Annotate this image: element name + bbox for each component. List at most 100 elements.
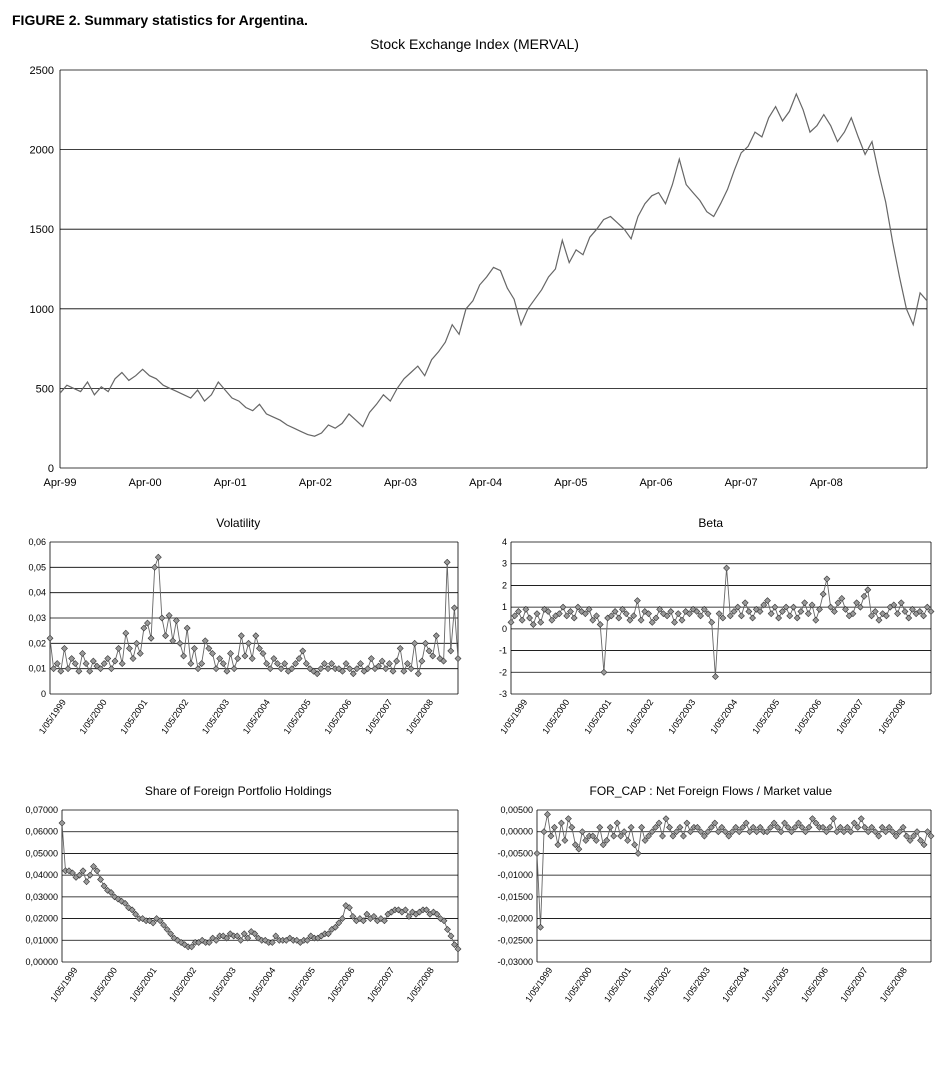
svg-text:Apr-05: Apr-05 (554, 477, 587, 489)
svg-text:2500: 2500 (30, 65, 54, 77)
svg-text:0,02000: 0,02000 (26, 914, 59, 924)
svg-text:-0,00500: -0,00500 (497, 848, 533, 858)
svg-text:0: 0 (41, 689, 46, 699)
svg-text:-0,02000: -0,02000 (497, 914, 533, 924)
svg-text:Apr-02: Apr-02 (299, 477, 332, 489)
svg-text:1/05/2007: 1/05/2007 (365, 965, 396, 1004)
svg-text:2: 2 (502, 580, 507, 590)
beta-title: Beta (698, 516, 723, 530)
svg-text:1/05/2006: 1/05/2006 (792, 697, 823, 736)
svg-text:0,00500: 0,00500 (500, 805, 533, 815)
svg-text:-2: -2 (499, 667, 507, 677)
volatility-title: Volatility (216, 516, 260, 530)
beta-panel: Beta -3 -2 -1 0 1 2 3 4 1/05/1999 1/05/2000 1/05/2… (485, 510, 938, 764)
svg-text:4: 4 (502, 537, 507, 547)
svg-text:1/05/2007: 1/05/2007 (834, 697, 865, 736)
foreign-holdings-svg: 0,00000 0,01000 0,02000 0,03000 0,04000 0,050… (12, 802, 464, 1032)
svg-text:0: 0 (48, 463, 54, 475)
svg-text:1/05/2000: 1/05/2000 (562, 965, 593, 1004)
svg-text:-0,01000: -0,01000 (497, 870, 533, 880)
beta-svg: -3 -2 -1 0 1 2 3 4 1/05/1999 1/05/2000 1/05/2001 1/… (485, 534, 937, 764)
svg-text:0,06: 0,06 (29, 537, 47, 547)
svg-text:1000: 1000 (30, 304, 54, 316)
svg-text:1500: 1500 (30, 224, 54, 236)
svg-text:0,02: 0,02 (29, 638, 47, 648)
svg-text:0,07000: 0,07000 (26, 805, 59, 815)
foreign-holdings-title: Share of Foreign Portfolio Holdings (145, 784, 332, 798)
svg-text:1/05/2006: 1/05/2006 (799, 965, 830, 1004)
svg-text:1/05/2006: 1/05/2006 (326, 965, 357, 1004)
svg-text:-1: -1 (499, 646, 507, 656)
svg-text:0,05000: 0,05000 (26, 848, 59, 858)
svg-text:1/05/2005: 1/05/2005 (282, 697, 313, 736)
svg-text:2000: 2000 (30, 145, 54, 157)
for-cap-title: FOR_CAP : Net Foreign Flows / Market val… (589, 784, 832, 798)
main-chart-panel: Stock Exchange Index (MERVAL) 0 500 1000 15… (12, 36, 937, 496)
svg-text:1/05/2003: 1/05/2003 (666, 697, 697, 736)
svg-text:1/05/2002: 1/05/2002 (159, 697, 190, 736)
svg-text:1/05/2007: 1/05/2007 (363, 697, 394, 736)
svg-text:0: 0 (502, 624, 507, 634)
svg-text:1/05/2002: 1/05/2002 (624, 697, 655, 736)
svg-text:1/05/1999: 1/05/1999 (49, 965, 80, 1004)
svg-text:1/05/2002: 1/05/2002 (167, 965, 198, 1004)
svg-text:0,01000: 0,01000 (26, 935, 59, 945)
svg-text:3: 3 (502, 559, 507, 569)
svg-text:-0,03000: -0,03000 (497, 957, 533, 967)
svg-text:Apr-99: Apr-99 (43, 477, 76, 489)
svg-text:1/05/2004: 1/05/2004 (720, 965, 751, 1004)
svg-text:1/05/2000: 1/05/2000 (78, 697, 109, 736)
svg-text:1/05/2001: 1/05/2001 (119, 697, 150, 736)
svg-text:1/05/2008: 1/05/2008 (876, 697, 907, 736)
for-cap-svg: -0,03000-0,02500-0,02000-0,01500-0,01000… (485, 802, 937, 1032)
svg-text:1/05/2003: 1/05/2003 (200, 697, 231, 736)
svg-text:1/05/2008: 1/05/2008 (878, 965, 909, 1004)
panel-row-2: Share of Foreign Portfolio Holdings 0,00… (12, 778, 937, 1032)
svg-text:-3: -3 (499, 689, 507, 699)
svg-text:1/05/2008: 1/05/2008 (404, 697, 435, 736)
svg-text:1/05/2001: 1/05/2001 (602, 965, 633, 1004)
foreign-holdings-panel: Share of Foreign Portfolio Holdings 0,00… (12, 778, 465, 1032)
svg-text:0,06000: 0,06000 (26, 827, 59, 837)
svg-text:1/05/2002: 1/05/2002 (641, 965, 672, 1004)
svg-text:1/05/2003: 1/05/2003 (207, 965, 238, 1004)
svg-text:1/05/2005: 1/05/2005 (286, 965, 317, 1004)
svg-text:0,04000: 0,04000 (26, 870, 59, 880)
svg-text:Apr-03: Apr-03 (384, 477, 417, 489)
volatility-svg: 0 0,01 0,02 0,03 0,04 0,05 0,06 1/05/1999 1/05/2… (12, 534, 464, 764)
svg-text:0,01: 0,01 (29, 664, 47, 674)
svg-text:1/05/1999: 1/05/1999 (523, 965, 554, 1004)
for-cap-panel: FOR_CAP : Net Foreign Flows / Market val… (485, 778, 938, 1032)
svg-text:0,03000: 0,03000 (26, 892, 59, 902)
svg-text:1/05/2005: 1/05/2005 (750, 697, 781, 736)
svg-text:0,03: 0,03 (29, 613, 47, 623)
svg-text:Apr-06: Apr-06 (639, 477, 672, 489)
figure-caption: FIGURE 2. Summary statistics for Argenti… (12, 12, 937, 28)
svg-text:1/05/2001: 1/05/2001 (582, 697, 613, 736)
svg-text:1/05/2000: 1/05/2000 (88, 965, 119, 1004)
svg-text:1/05/1999: 1/05/1999 (37, 697, 68, 736)
volatility-panel: Volatility 0 0,01 0,02 0,03 0,04 0,05 0,06 1/05… (12, 510, 465, 764)
svg-text:1/05/2006: 1/05/2006 (323, 697, 354, 736)
svg-text:-0,01500: -0,01500 (497, 892, 533, 902)
svg-text:0,00000: 0,00000 (26, 957, 59, 967)
svg-text:1/05/1999: 1/05/1999 (498, 697, 529, 736)
main-chart-title: Stock Exchange Index (MERVAL) (12, 36, 937, 52)
svg-text:0,04: 0,04 (29, 588, 47, 598)
svg-text:Apr-01: Apr-01 (214, 477, 247, 489)
svg-text:1/05/2008: 1/05/2008 (405, 965, 436, 1004)
svg-text:1: 1 (502, 602, 507, 612)
svg-text:Apr-04: Apr-04 (469, 477, 502, 489)
svg-text:500: 500 (36, 383, 54, 395)
svg-text:1/05/2000: 1/05/2000 (540, 697, 571, 736)
svg-text:0,00000: 0,00000 (500, 827, 533, 837)
svg-text:0,05: 0,05 (29, 562, 47, 572)
panel-row-1: Volatility 0 0,01 0,02 0,03 0,04 0,05 0,06 1/05… (12, 510, 937, 764)
svg-text:1/05/2004: 1/05/2004 (247, 965, 278, 1004)
svg-text:Apr-07: Apr-07 (725, 477, 758, 489)
svg-text:1/05/2007: 1/05/2007 (838, 965, 869, 1004)
svg-text:1/05/2004: 1/05/2004 (241, 697, 272, 736)
svg-text:1/05/2005: 1/05/2005 (759, 965, 790, 1004)
svg-text:1/05/2001: 1/05/2001 (128, 965, 159, 1004)
svg-text:Apr-00: Apr-00 (129, 477, 162, 489)
